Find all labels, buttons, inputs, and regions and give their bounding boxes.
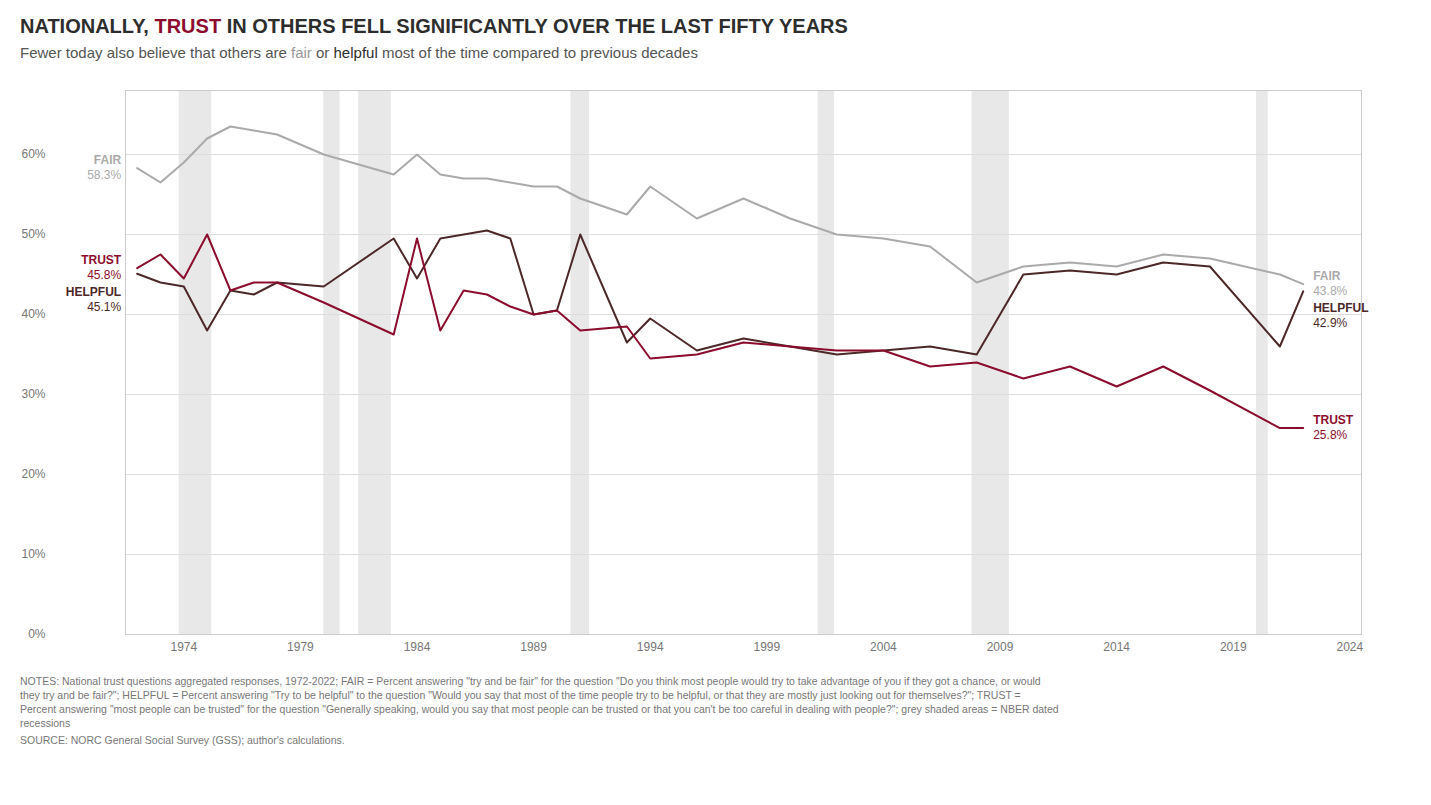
- html-text:recessions: recessions: [20, 717, 71, 729]
- svg-text:1979: 1979: [287, 640, 314, 654]
- svg-text:1974: 1974: [170, 640, 197, 654]
- svg-text:40%: 40%: [21, 307, 45, 321]
- svg-text:58.3%: 58.3%: [87, 168, 121, 182]
- svg-text:HELPFUL: HELPFUL: [1313, 301, 1368, 315]
- svg-text:1989: 1989: [520, 640, 547, 654]
- svg-text:2009: 2009: [987, 640, 1014, 654]
- svg-text:2024: 2024: [1336, 640, 1363, 654]
- svg-text:1994: 1994: [637, 640, 664, 654]
- svg-text:2014: 2014: [1103, 640, 1130, 654]
- svg-text:0%: 0%: [28, 627, 46, 641]
- svg-text:45.1%: 45.1%: [87, 300, 121, 314]
- html-text:Fewer today also believe that: Fewer today also believe that others are…: [20, 44, 698, 61]
- html-text:SOURCE: NORC General Social Su: SOURCE: NORC General Social Survey (GSS)…: [20, 734, 345, 746]
- svg-text:2019: 2019: [1220, 640, 1247, 654]
- svg-text:TRUST: TRUST: [1313, 413, 1354, 427]
- svg-text:2004: 2004: [870, 640, 897, 654]
- svg-text:HELPFUL: HELPFUL: [66, 285, 121, 299]
- svg-text:FAIR: FAIR: [1313, 269, 1341, 283]
- svg-text:45.8%: 45.8%: [87, 268, 121, 282]
- svg-text:30%: 30%: [21, 387, 45, 401]
- svg-text:50%: 50%: [21, 227, 45, 241]
- svg-text:TRUST: TRUST: [81, 253, 122, 267]
- svg-text:FAIR: FAIR: [94, 153, 122, 167]
- svg-text:60%: 60%: [21, 147, 45, 161]
- svg-text:42.9%: 42.9%: [1313, 316, 1347, 330]
- svg-text:43.8%: 43.8%: [1313, 284, 1347, 298]
- svg-text:1999: 1999: [753, 640, 780, 654]
- svg-text:25.8%: 25.8%: [1313, 428, 1347, 442]
- html-text:NOTES: National trust question: NOTES: National trust questions aggregat…: [20, 675, 1041, 687]
- svg-text:1984: 1984: [404, 640, 431, 654]
- html-text:NATIONALLY, TRUST IN OTHERS FE: NATIONALLY, TRUST IN OTHERS FELL SIGNIFI…: [20, 15, 848, 37]
- svg-text:10%: 10%: [21, 547, 45, 561]
- html-text:they try and be fair?"; HELPFU: they try and be fair?"; HELPFUL = Percen…: [20, 689, 1021, 701]
- html-text:Percent answering "most people: Percent answering "most people can be tr…: [20, 703, 1059, 715]
- svg-text:20%: 20%: [21, 467, 45, 481]
